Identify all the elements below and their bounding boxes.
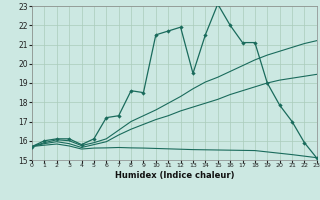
X-axis label: Humidex (Indice chaleur): Humidex (Indice chaleur) <box>115 171 234 180</box>
